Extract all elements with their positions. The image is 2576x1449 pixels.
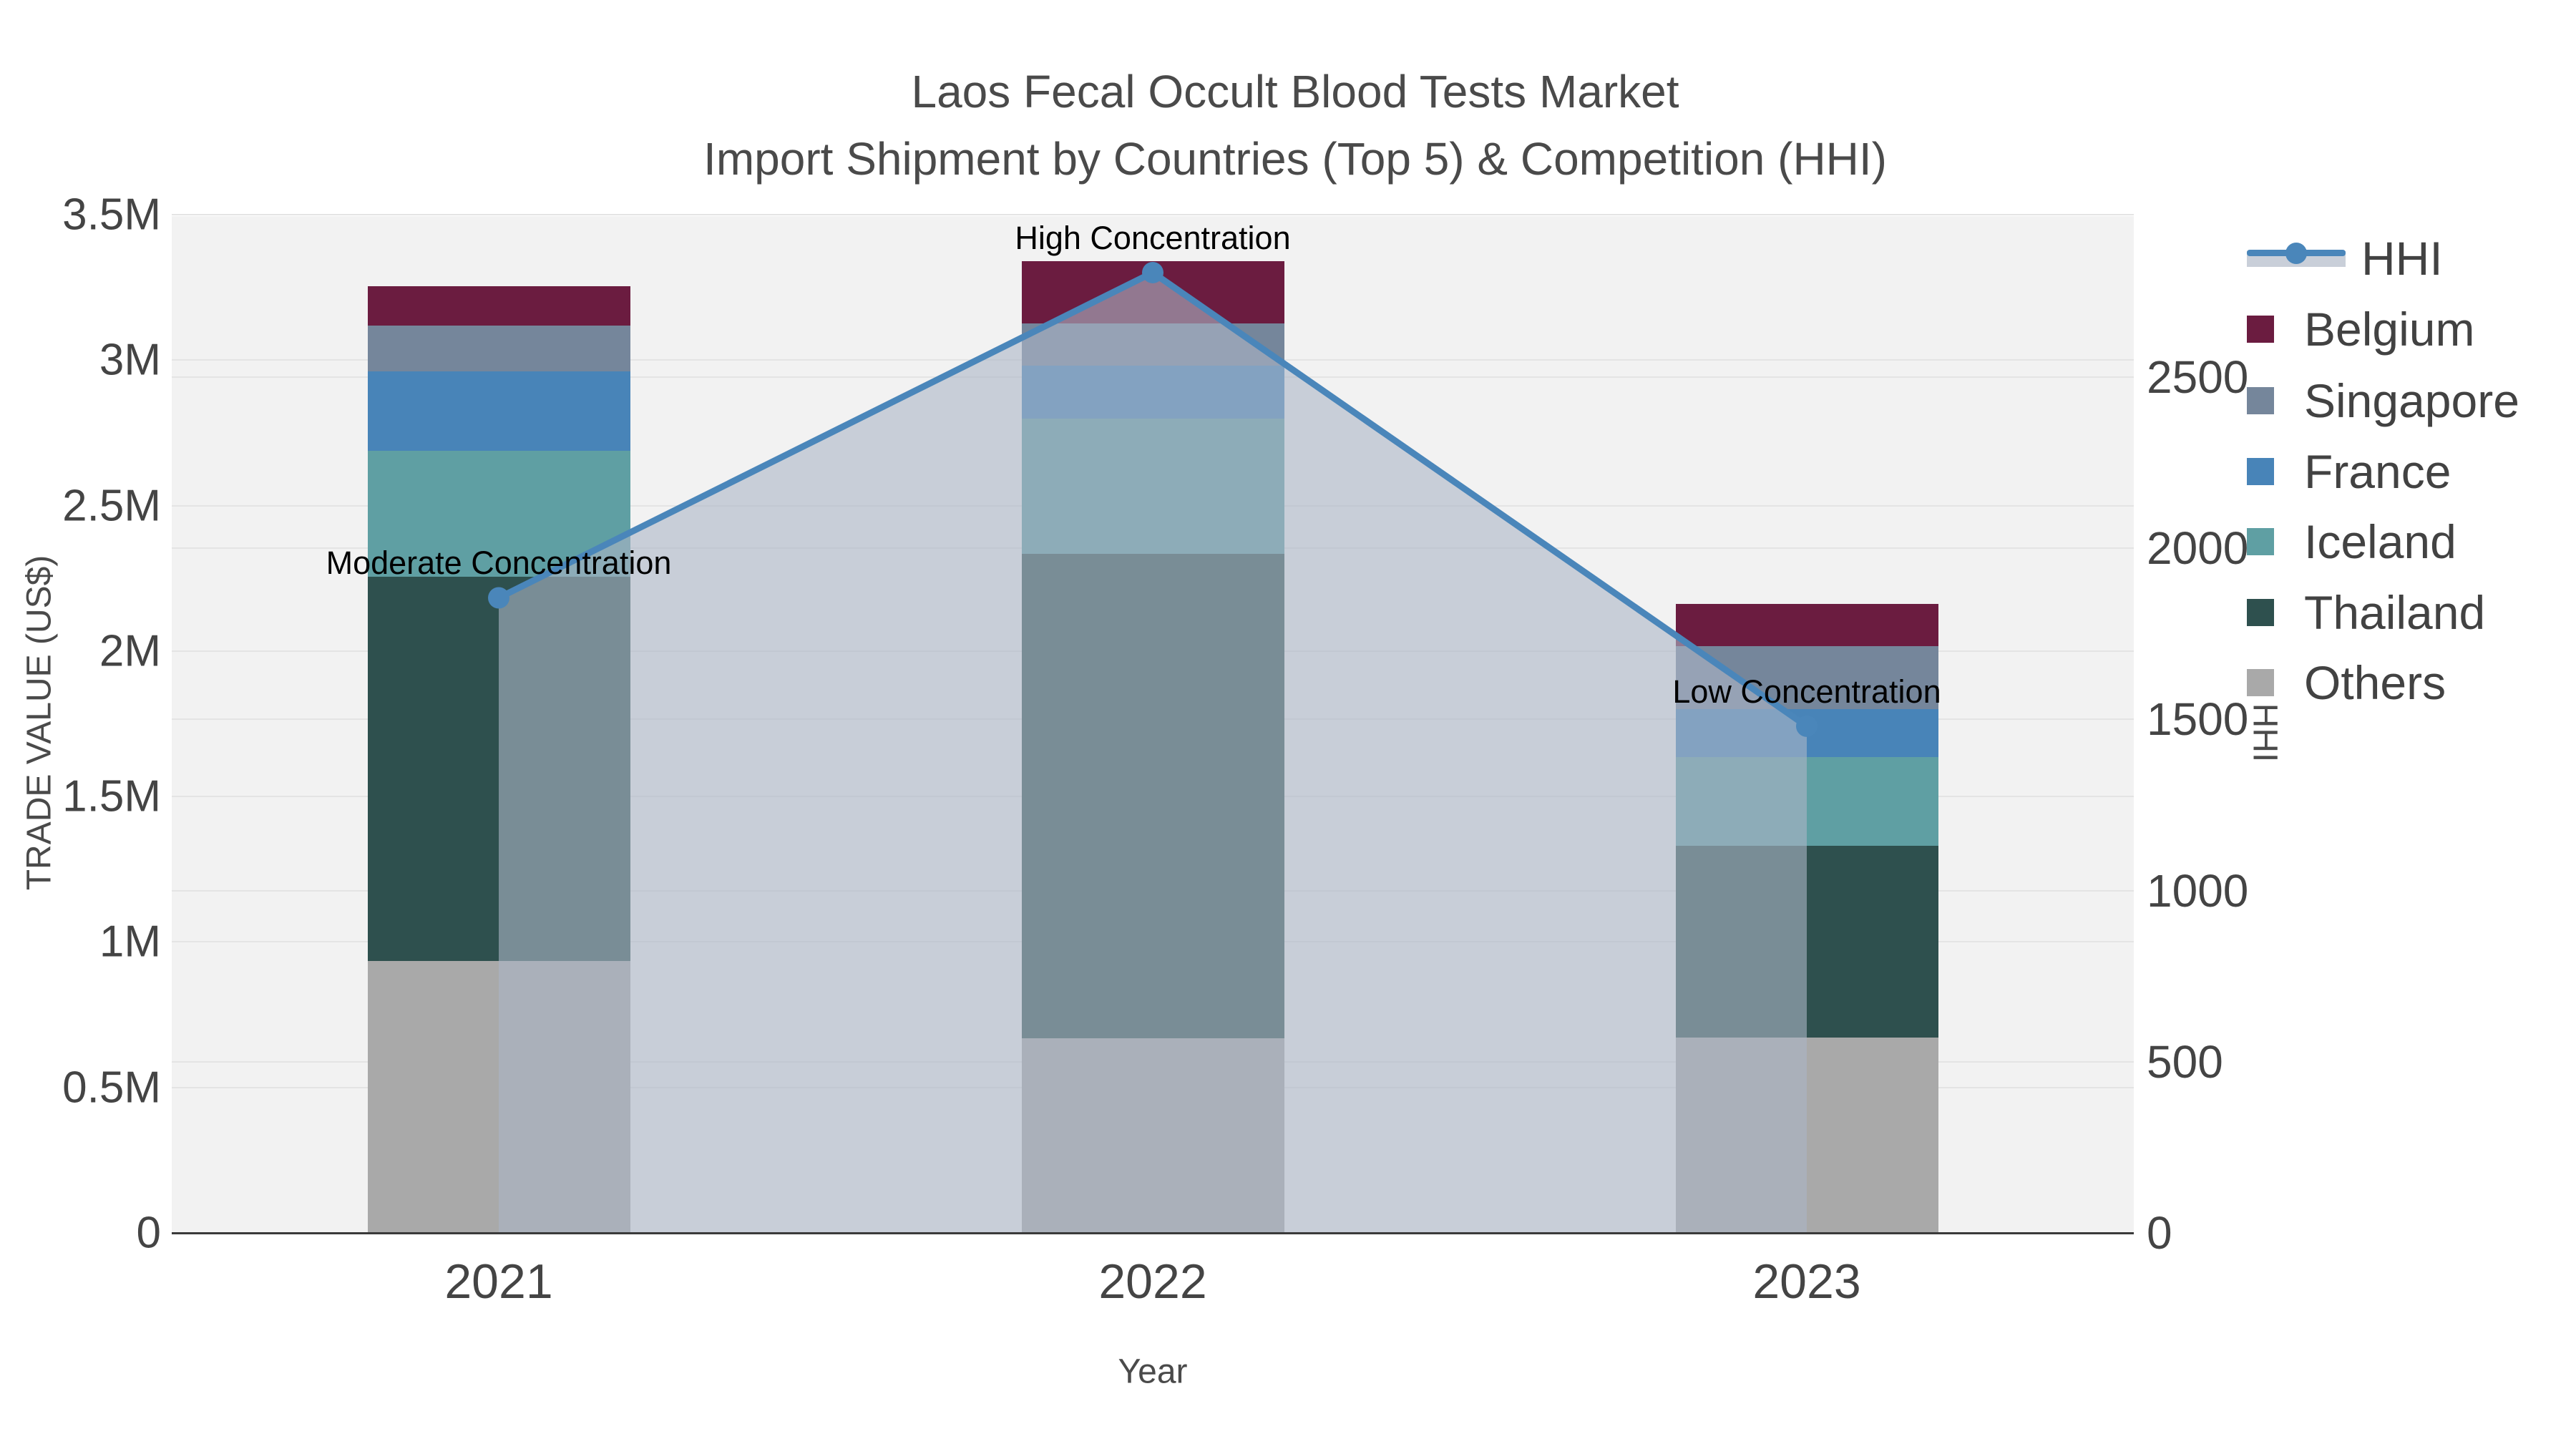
annotation-2022: High Concentration	[1015, 219, 1291, 256]
y-right-tick-2000: 2000	[2147, 522, 2249, 575]
legend-hhi-line-sample	[2247, 243, 2346, 274]
hhi-point-2021[interactable]	[488, 587, 509, 609]
x-axis-title: Year	[1118, 1352, 1188, 1391]
legend-item-singapore[interactable]: Singapore	[2247, 369, 2519, 433]
hhi-point-2023[interactable]	[1796, 715, 1818, 737]
bar-2023-belgium[interactable]	[1675, 604, 1938, 646]
legend-label-others: Others	[2304, 656, 2446, 709]
legend-label-france: France	[2304, 445, 2451, 498]
hhi-point-2022[interactable]	[1142, 261, 1163, 283]
y-right-tick-500: 500	[2147, 1035, 2223, 1088]
legend-swatch-belgium	[2247, 316, 2274, 343]
y-left-tick-1M: 1M	[99, 917, 161, 967]
legend-item-france[interactable]: France	[2247, 439, 2451, 504]
bar-2021-singapore[interactable]	[367, 325, 630, 372]
x-tick-2022: 2022	[1098, 1254, 1207, 1309]
y-right-tick-2500: 2500	[2147, 351, 2249, 403]
legend-item-belgium[interactable]: Belgium	[2247, 297, 2474, 361]
y-left-tick-2M: 2M	[99, 626, 161, 676]
chart-subtitle: Import Shipment by Countries (Top 5) & C…	[703, 133, 1887, 185]
legend-swatch-others	[2247, 669, 2274, 696]
hhi-area-fill	[499, 272, 1807, 1233]
x-tick-2021: 2021	[444, 1254, 553, 1309]
legend-item-iceland[interactable]: Iceland	[2247, 509, 2457, 574]
y-left-tick-3M: 3M	[99, 335, 161, 385]
legend-label-hhi: HHI	[2361, 232, 2443, 285]
x-tick-2023: 2023	[1752, 1254, 1861, 1309]
legend-swatch-iceland	[2247, 528, 2274, 555]
bar-2021-belgium[interactable]	[367, 286, 630, 326]
legend-item-others[interactable]: Others	[2247, 650, 2446, 715]
y-left-tick-0.5M: 0.5M	[62, 1063, 161, 1113]
legend-swatch-singapore	[2247, 387, 2274, 414]
legend-item-thailand[interactable]: Thailand	[2247, 580, 2485, 645]
y-left-tick-3.5M: 3.5M	[62, 190, 161, 240]
y-right-tick-1500: 1500	[2147, 693, 2249, 746]
y-right-tick-0: 0	[2147, 1207, 2172, 1259]
legend-label-singapore: Singapore	[2304, 374, 2519, 427]
annotation-2021: Moderate Concentration	[326, 545, 672, 582]
bar-2021-france[interactable]	[367, 371, 630, 451]
legend-label-thailand: Thailand	[2304, 586, 2486, 639]
gridline-left-3.5M	[172, 214, 2134, 215]
legend-label-iceland: Iceland	[2304, 515, 2457, 568]
y-left-tick-0: 0	[136, 1208, 161, 1258]
y-left-tick-1.5M: 1.5M	[62, 771, 161, 821]
y-right-tick-1000: 1000	[2147, 864, 2249, 917]
legend-label-belgium: Belgium	[2304, 303, 2475, 356]
legend-swatch-thailand	[2247, 599, 2274, 626]
legend-swatch-france	[2247, 458, 2274, 485]
y-left-tick-2.5M: 2.5M	[62, 481, 161, 531]
legend-hhi-marker	[2285, 243, 2307, 264]
x-axis-line	[172, 1232, 2134, 1234]
legend-item-hhi[interactable]: HHI	[2247, 226, 2443, 291]
chart-title: Laos Fecal Occult Blood Tests Market	[911, 66, 1679, 117]
annotation-2023: Low Concentration	[1672, 673, 1941, 710]
